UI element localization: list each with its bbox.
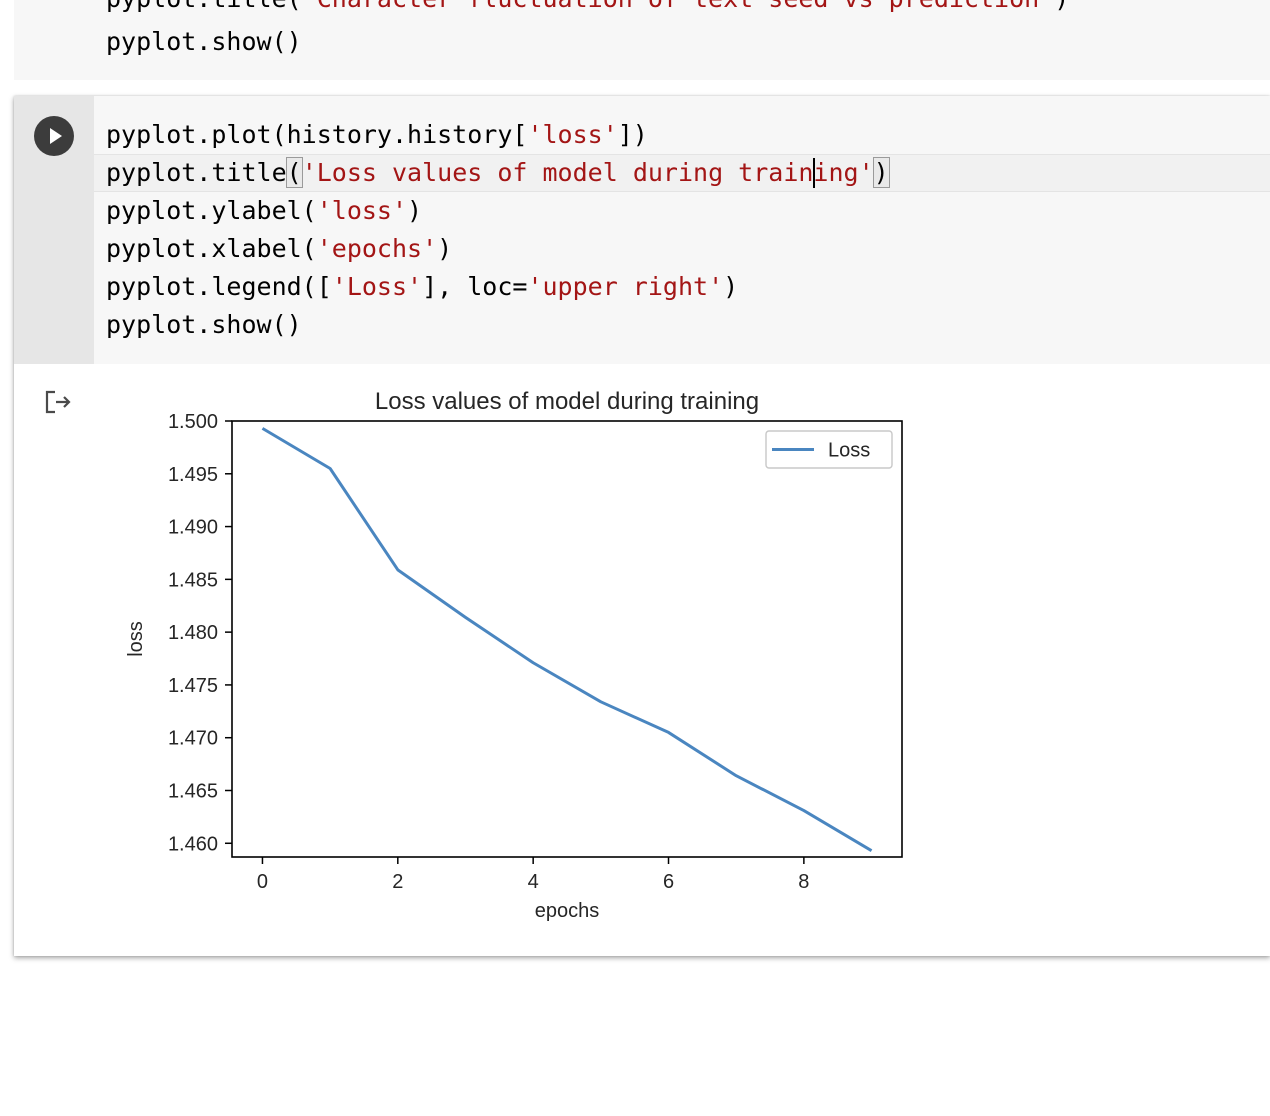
y-tick-label: 1.490 bbox=[168, 517, 218, 539]
axes-frame bbox=[231, 420, 903, 858]
code-string-token: 'Loss' bbox=[331, 272, 423, 301]
chart-title: Loss values of model during training bbox=[375, 388, 759, 415]
previous-code-line-title: pyplot.title('Character fluctuation of t… bbox=[106, 0, 1069, 18]
code-token: pyplot.xlabel( bbox=[106, 234, 317, 263]
y-tick-label: 1.500 bbox=[168, 411, 218, 433]
code-string-token: 'Loss values of model during training' bbox=[301, 158, 874, 187]
previous-code-cell[interactable]: pyplot.title('Character fluctuation of t… bbox=[14, 0, 1270, 80]
code-token: ]) bbox=[617, 120, 648, 149]
loss-chart: Loss values of model during training 0 2 4 6… bbox=[125, 388, 903, 922]
code-editor[interactable]: pyplot.plot(history.history['loss']) pypl… bbox=[94, 96, 1270, 364]
y-axis-label: loss bbox=[125, 621, 147, 657]
x-tick-label: 4 bbox=[528, 871, 539, 893]
y-tick-label: 1.495 bbox=[168, 464, 218, 486]
x-tick-label: 6 bbox=[663, 871, 674, 893]
run-cell-button[interactable] bbox=[34, 116, 74, 156]
code-token: ) bbox=[723, 272, 739, 301]
matched-bracket: ( bbox=[285, 157, 303, 188]
code-string-token: 'upper right' bbox=[527, 272, 724, 301]
code-cell[interactable]: pyplot.plot(history.history['loss']) pypl… bbox=[14, 96, 1270, 956]
code-line: pyplot.legend(['Loss'], loc='upper right… bbox=[106, 268, 738, 306]
code-token: pyplot.title bbox=[106, 158, 287, 187]
code-token: ) bbox=[437, 234, 453, 263]
x-tick-label: 8 bbox=[798, 871, 809, 893]
code-token: pyplot.plot(history.history[ bbox=[106, 120, 528, 149]
previous-code-line-show: pyplot.show() bbox=[106, 27, 302, 56]
code-token: pyplot.ylabel( bbox=[106, 196, 317, 225]
output-redirect-icon[interactable] bbox=[42, 386, 74, 418]
code-string-token: 'epochs' bbox=[316, 234, 438, 263]
code-token: pyplot.show() bbox=[106, 310, 302, 339]
code-line: pyplot.title('Loss values of model durin… bbox=[106, 154, 890, 192]
code-line: pyplot.ylabel('loss') bbox=[106, 192, 422, 230]
code-token: ) bbox=[407, 196, 423, 225]
x-tick-label: 2 bbox=[392, 871, 403, 893]
y-tick-label: 1.465 bbox=[168, 780, 218, 802]
y-tick-label: 1.480 bbox=[168, 622, 218, 644]
matched-bracket: ) bbox=[872, 157, 890, 188]
code-token: ], loc= bbox=[422, 272, 528, 301]
code-line: pyplot.plot(history.history['loss']) bbox=[106, 116, 648, 154]
play-icon bbox=[50, 128, 62, 144]
text-cursor bbox=[813, 158, 816, 188]
y-tick-label: 1.475 bbox=[168, 675, 218, 697]
x-tick-label: 0 bbox=[257, 871, 268, 893]
legend-box bbox=[765, 430, 893, 469]
code-line: pyplot.xlabel('epochs') bbox=[106, 230, 452, 268]
code-token: pyplot.legend([ bbox=[106, 272, 332, 301]
x-axis-label: epochs bbox=[535, 900, 600, 922]
legend-label-loss: Loss bbox=[828, 440, 870, 462]
y-tick-label: 1.470 bbox=[168, 728, 218, 750]
y-tick-label: 1.460 bbox=[168, 833, 218, 855]
code-string-token: 'loss' bbox=[316, 196, 408, 225]
series-line-loss bbox=[261, 427, 873, 852]
code-string-token: 'loss' bbox=[527, 120, 618, 149]
y-tick-label: 1.485 bbox=[168, 569, 218, 591]
code-line: pyplot.show() bbox=[106, 306, 302, 344]
cell-gutter bbox=[14, 96, 94, 364]
